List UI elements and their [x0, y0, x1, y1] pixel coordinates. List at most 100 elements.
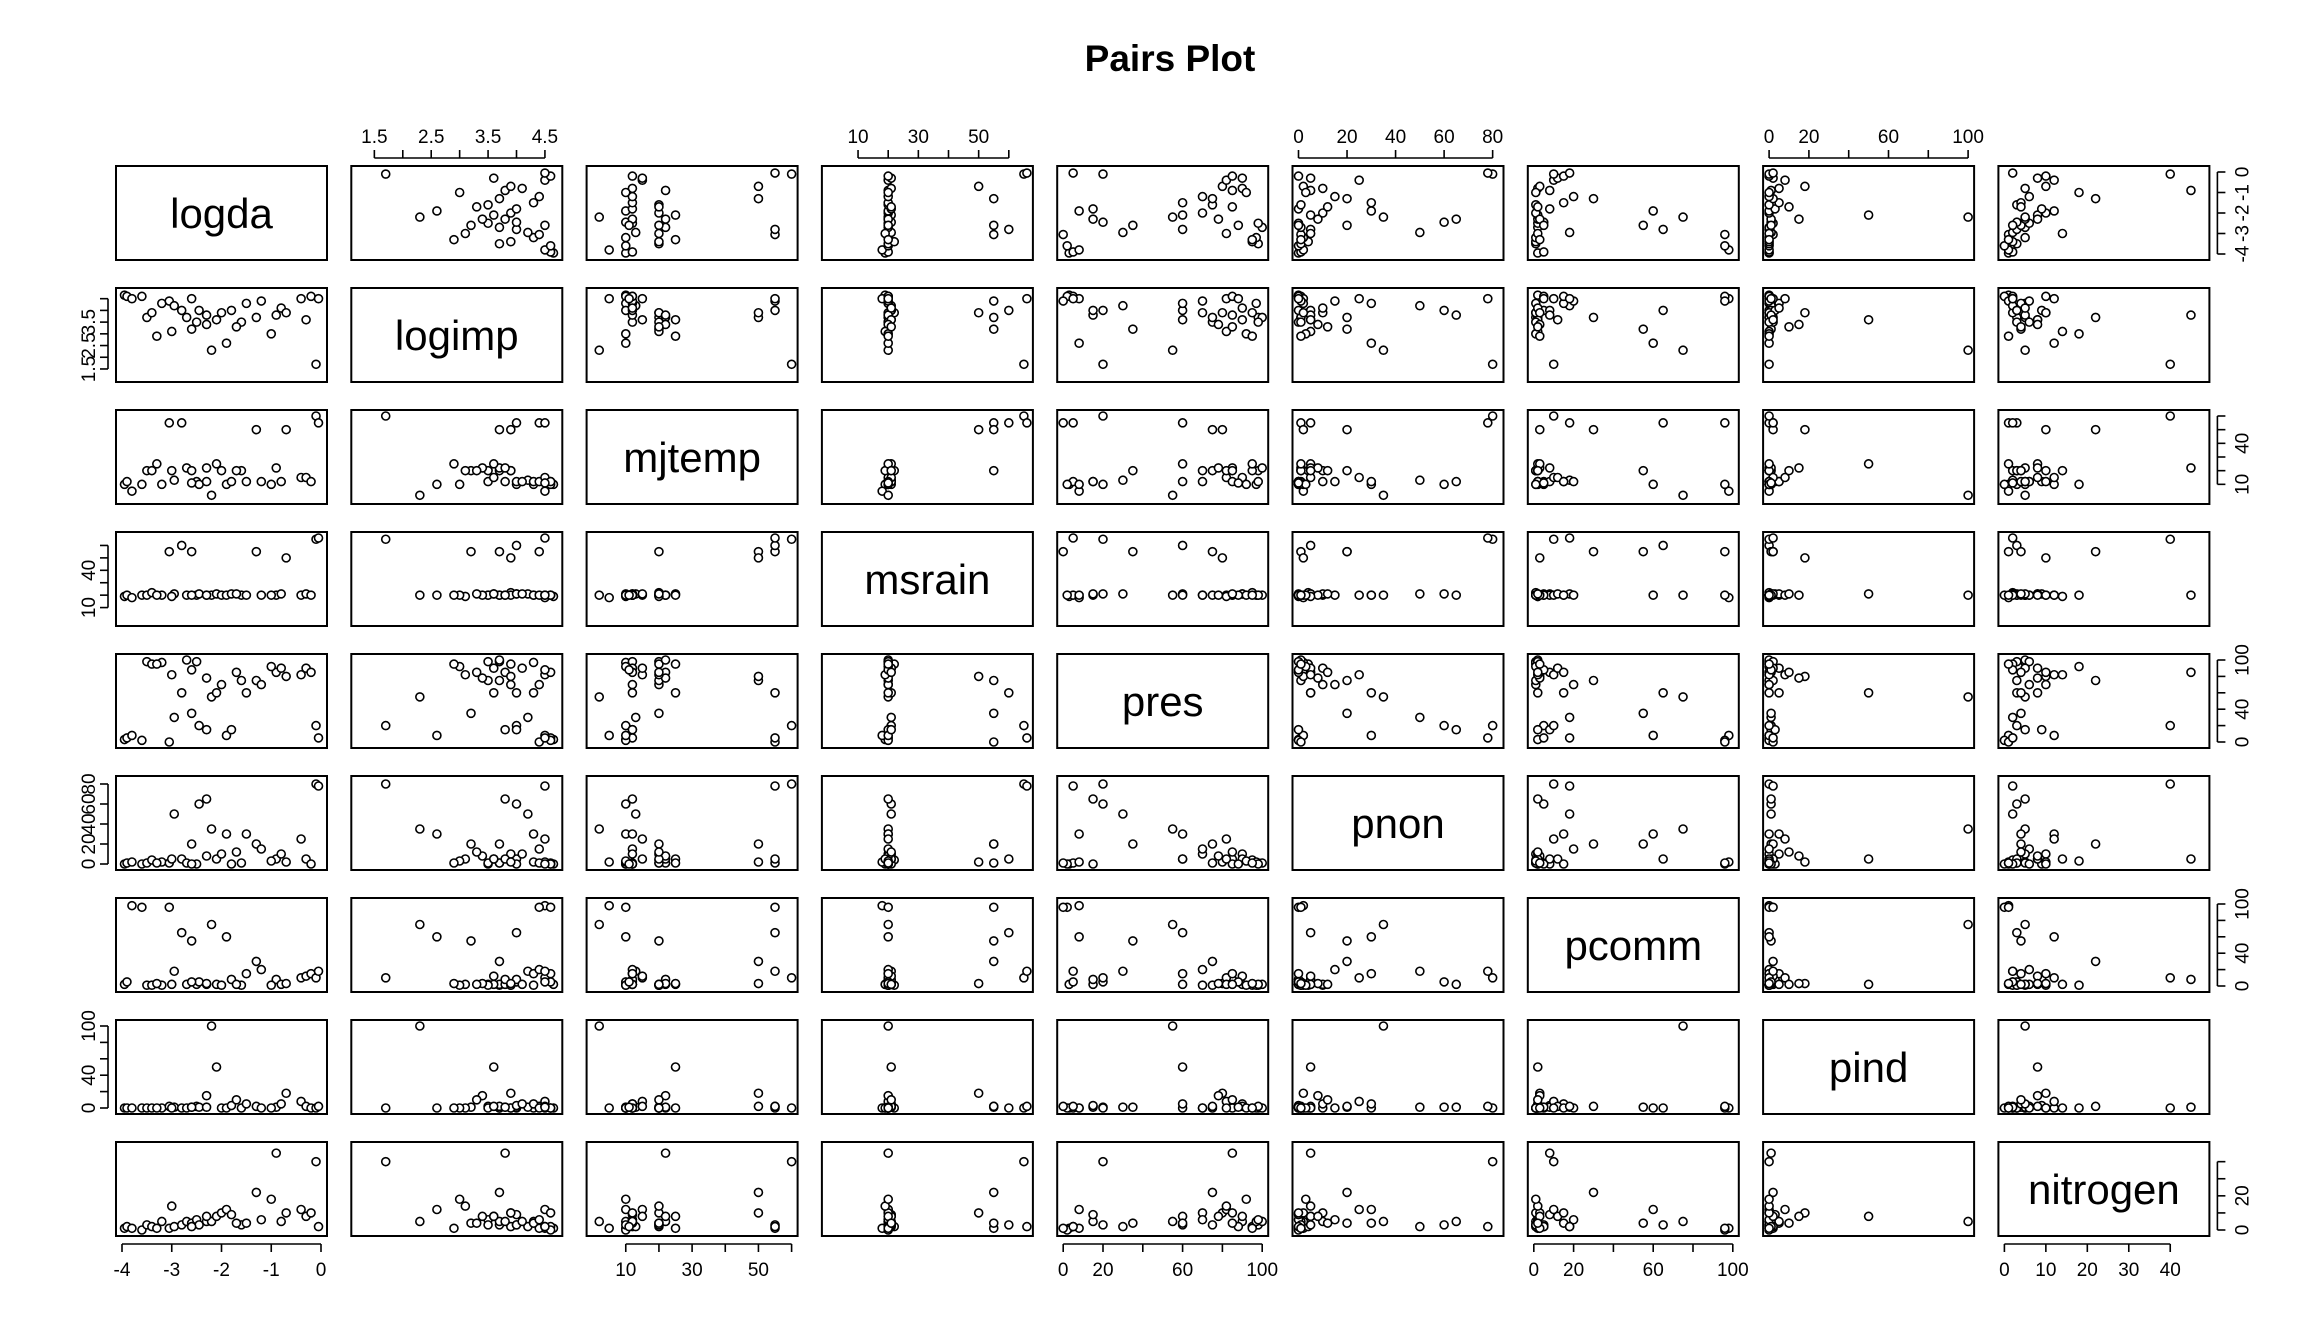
- data-point: [1415, 1221, 1425, 1232]
- data-point: [1451, 310, 1462, 320]
- data-point: [1764, 1223, 1774, 1234]
- data-point: [1022, 1221, 1032, 1232]
- data-point: [1764, 187, 1774, 198]
- data-point: [1538, 220, 1549, 231]
- data-point: [1058, 296, 1068, 306]
- panel-frame: [115, 165, 328, 261]
- panel-frame: [585, 531, 799, 627]
- data-point: [1638, 465, 1649, 476]
- data-point: [2016, 546, 2026, 557]
- data-point: [624, 220, 634, 231]
- data-point: [2020, 303, 2030, 313]
- panel-frame: [350, 165, 564, 261]
- data-point: [883, 968, 894, 979]
- data-point: [147, 465, 157, 476]
- data-point: [1768, 1187, 1778, 1198]
- data-point: [1415, 475, 1425, 486]
- data-point: [528, 980, 539, 990]
- data-point: [2186, 463, 2196, 473]
- data-point: [654, 220, 664, 231]
- data-point: [1247, 459, 1258, 469]
- data-point: [637, 173, 648, 183]
- data-point: [231, 1095, 242, 1105]
- panel-pnon-vs-mjtemp: [585, 775, 799, 871]
- data-point: [186, 977, 197, 987]
- data-point: [1439, 217, 1449, 228]
- data-point: [660, 185, 671, 196]
- data-point: [1366, 1099, 1377, 1109]
- data-point: [1558, 590, 1569, 600]
- diag-label-pnon: pnon: [1351, 800, 1444, 847]
- data-point: [1451, 979, 1462, 990]
- data-point: [1207, 956, 1218, 967]
- data-point: [1296, 1223, 1306, 1234]
- panel-frame: [1056, 409, 1270, 505]
- panel-pind-vs-pind: pind: [1762, 1019, 1976, 1115]
- data-point: [1568, 590, 1579, 600]
- data-point: [1221, 854, 1232, 864]
- data-point: [194, 589, 204, 599]
- data-point: [1128, 839, 1138, 849]
- tick-label: 20: [1563, 1260, 1584, 1281]
- data-point: [594, 212, 605, 222]
- data-point: [454, 479, 465, 490]
- data-point: [1366, 687, 1377, 698]
- data-point: [2057, 326, 2068, 337]
- data-point: [226, 724, 237, 735]
- data-point: [1963, 345, 1973, 356]
- data-point: [169, 712, 180, 723]
- tick-label: -4: [2232, 245, 2253, 262]
- panel-logda-vs-msrain: [820, 165, 1034, 261]
- bottom-axis-pcomm: 0 20 60 100: [1529, 1243, 1749, 1281]
- data-point: [2016, 829, 2026, 839]
- data-point: [2036, 204, 2047, 214]
- data-point: [1247, 234, 1258, 245]
- data-point: [2016, 687, 2026, 698]
- data-point: [483, 656, 493, 667]
- panel-frame: [1762, 287, 1976, 383]
- data-point: [1317, 208, 1328, 218]
- data-point: [2165, 779, 2176, 789]
- data-point: [1227, 847, 1238, 857]
- data-point: [1354, 669, 1364, 680]
- panel-frame: [1291, 897, 1505, 993]
- data-point: [494, 839, 505, 849]
- data-point: [2049, 931, 2059, 942]
- data-point: [1800, 857, 1810, 867]
- data-point: [1004, 854, 1014, 864]
- data-point: [251, 1187, 262, 1198]
- data-point: [630, 809, 641, 819]
- data-point: [1378, 590, 1389, 600]
- data-point: [181, 655, 192, 665]
- data-point: [1019, 1156, 1029, 1167]
- data-point: [1305, 314, 1316, 325]
- data-point: [786, 720, 797, 731]
- panel-msrain-vs-pcomm: [1526, 531, 1740, 627]
- panel-frame: [1997, 287, 2211, 383]
- data-point: [1207, 1187, 1218, 1198]
- data-point: [2074, 980, 2084, 990]
- data-point: [488, 971, 499, 981]
- data-point: [1237, 303, 1248, 313]
- data-point: [221, 338, 232, 349]
- data-point: [545, 1208, 556, 1218]
- data-point: [1530, 479, 1541, 490]
- data-point: [1720, 296, 1730, 306]
- data-point: [506, 236, 516, 247]
- data-point: [1305, 540, 1316, 551]
- data-point: [1648, 730, 1658, 741]
- data-point: [1415, 300, 1425, 311]
- data-point: [471, 667, 482, 678]
- data-point: [670, 590, 681, 600]
- data-point: [534, 546, 545, 557]
- data-point: [313, 733, 324, 743]
- data-point: [1004, 418, 1014, 428]
- data-point: [241, 1218, 252, 1228]
- data-point: [753, 839, 764, 849]
- top-axis-pnon: 0 20 40 60 80: [1293, 127, 1503, 159]
- data-point: [770, 224, 780, 235]
- tick-label: 0: [2232, 737, 2253, 748]
- data-point: [1768, 546, 1778, 557]
- data-point: [1167, 345, 1178, 356]
- data-point: [2090, 675, 2101, 686]
